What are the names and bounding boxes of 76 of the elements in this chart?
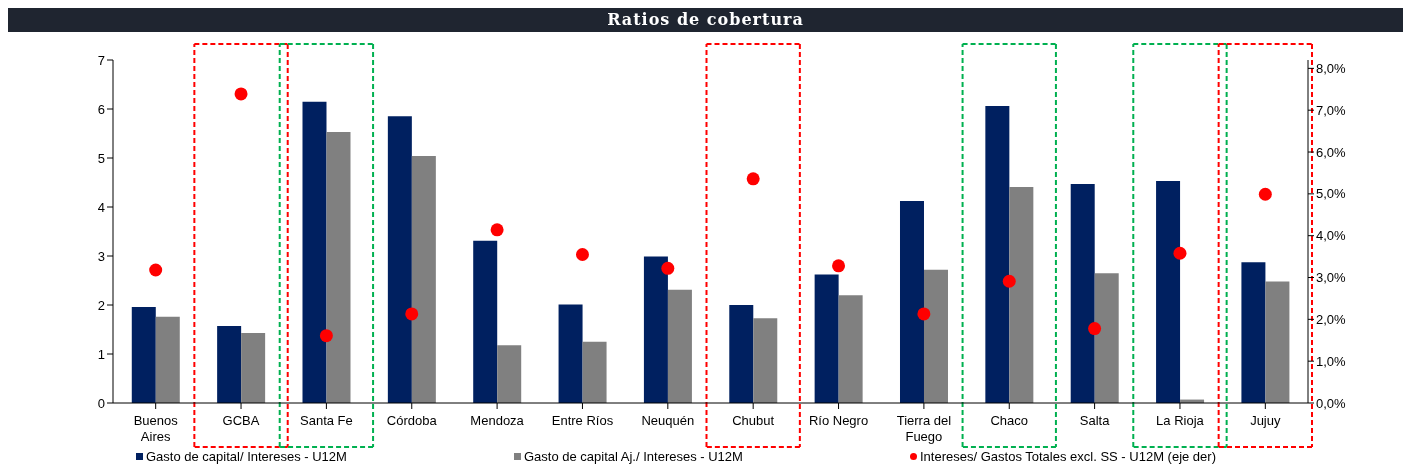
bar [838, 295, 863, 403]
x-tick-label: Chaco [990, 413, 1029, 428]
bar [217, 326, 242, 403]
x-tick-label: Jujuy [1250, 413, 1281, 428]
y2-tick-label: 7,0% [1316, 102, 1347, 118]
legend-label: Gasto de capital/ Intereses - U12M [145, 449, 347, 464]
y2-tick-label: 2,0% [1316, 311, 1347, 327]
bar [814, 274, 839, 403]
x-tick-label: Entre Ríos [551, 413, 614, 428]
bar [558, 304, 583, 403]
bar [729, 305, 754, 403]
bar [923, 269, 948, 403]
y-tick-label: 2 [97, 297, 105, 313]
point [575, 248, 589, 262]
bar [1156, 181, 1181, 403]
point [1258, 187, 1272, 201]
bar [497, 345, 522, 403]
y2-tick-label: 0,0% [1316, 395, 1347, 411]
bar [643, 256, 668, 403]
x-tick-label: Santa Fe [300, 413, 353, 428]
x-tick-label: Córdoba [386, 413, 438, 428]
bar [1070, 183, 1095, 403]
bar [131, 306, 156, 403]
bar [155, 316, 180, 403]
y-tick-label: 4 [97, 199, 105, 215]
y-tick-label: 7 [97, 52, 105, 68]
point [149, 263, 163, 277]
y-tick-label: 6 [97, 101, 105, 117]
bar [667, 289, 692, 403]
x-tick-label: Salta [1079, 413, 1111, 428]
bar [326, 132, 351, 403]
x-tick-label: La Rioja [1156, 413, 1205, 428]
y-tick-label: 3 [97, 248, 105, 264]
bar [985, 106, 1010, 403]
x-tick-label: GCBA [222, 413, 260, 428]
y-tick-label: 1 [97, 346, 105, 362]
bar [1094, 273, 1119, 403]
bar [241, 332, 266, 403]
x-tick-label: Mendoza [470, 413, 525, 428]
y2-tick-label: 3,0% [1316, 270, 1347, 286]
y2-tick-label: 6,0% [1316, 144, 1347, 160]
y-tick-label: 0 [97, 395, 105, 411]
point [1088, 322, 1102, 336]
point [319, 329, 333, 343]
y2-tick-label: 1,0% [1316, 353, 1347, 369]
bar [473, 240, 498, 403]
x-tick-label: Buenos Aires [133, 413, 179, 444]
point [234, 87, 248, 101]
point [1002, 274, 1016, 288]
point [746, 172, 760, 186]
x-tick-label: Tierra del Fuego [896, 413, 952, 444]
point [832, 259, 846, 273]
bar [753, 318, 778, 403]
point [917, 307, 931, 321]
y2-tick-label: 8,0% [1316, 60, 1347, 76]
bar [1265, 281, 1290, 403]
bar [582, 341, 607, 403]
y2-tick-label: 5,0% [1316, 186, 1347, 202]
bar [302, 101, 327, 403]
legend-label: Intereses/ Gastos Totales excl. SS - U12M (eje der) [919, 449, 1216, 464]
bar [387, 116, 412, 403]
bar [1009, 186, 1034, 403]
bar [411, 156, 436, 403]
y2-tick-label: 4,0% [1316, 228, 1347, 244]
bar [1241, 262, 1266, 403]
y-tick-label: 5 [97, 150, 105, 166]
point [405, 307, 419, 321]
x-tick-label: Río Negro [808, 413, 869, 428]
point [661, 261, 675, 275]
bar [899, 201, 924, 403]
point [490, 223, 504, 237]
legend-label: Gasto de capital Aj./ Intereses - U12M [522, 449, 743, 464]
x-tick-label: Chubut [732, 413, 775, 428]
x-tick-label: Neuquén [641, 413, 695, 428]
chart-title: Ratios de cobertura [8, 8, 1403, 32]
point [1173, 246, 1187, 260]
